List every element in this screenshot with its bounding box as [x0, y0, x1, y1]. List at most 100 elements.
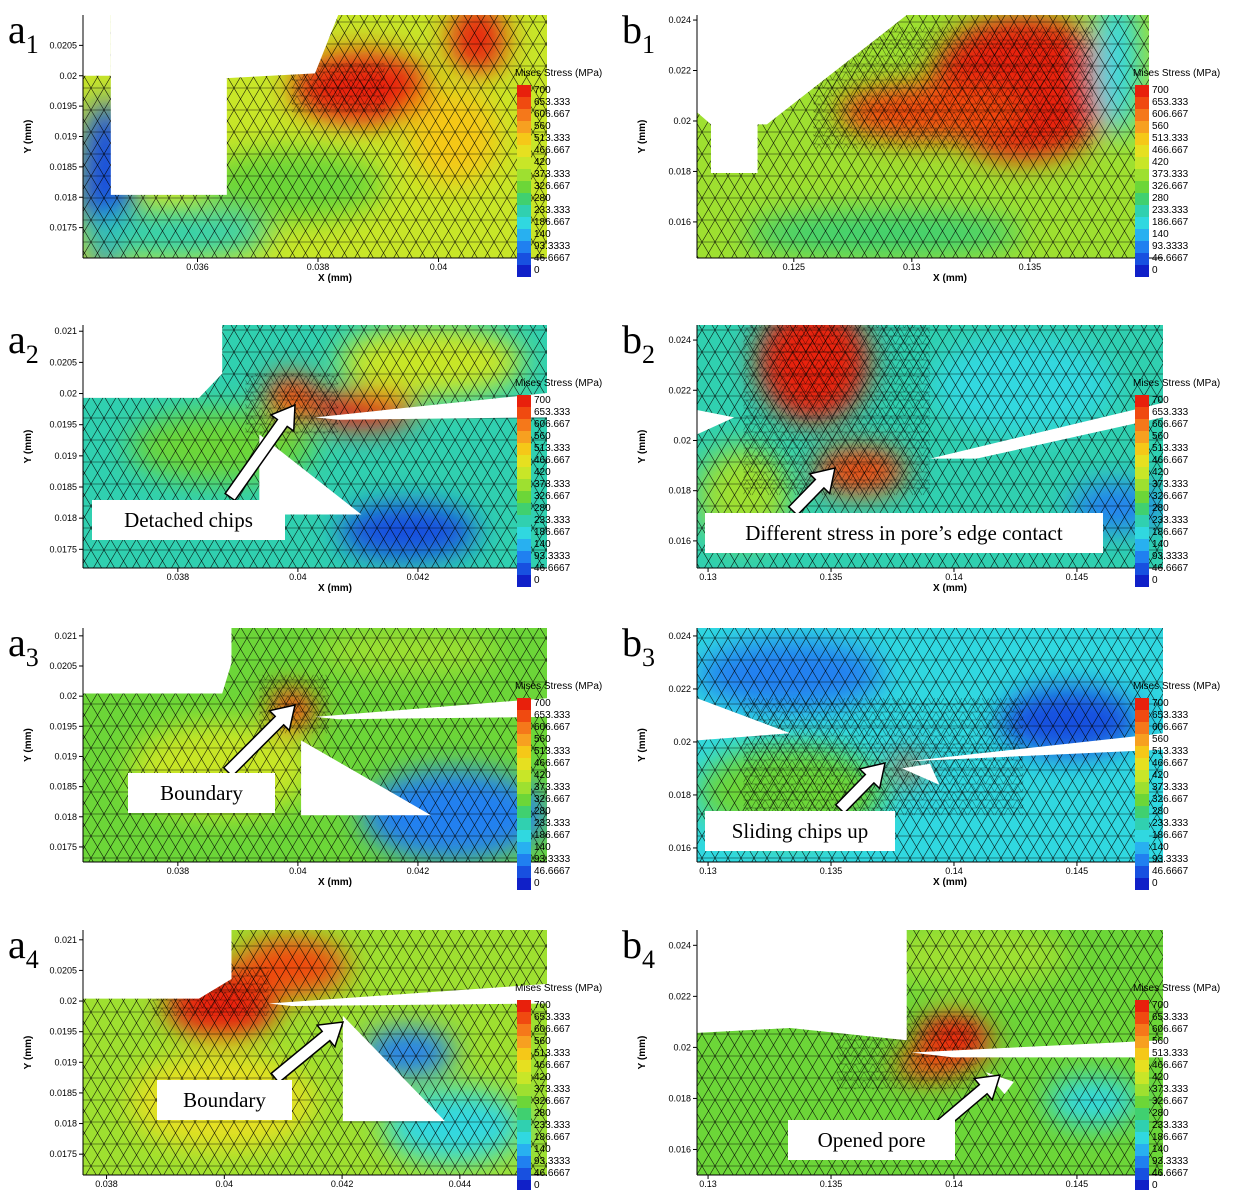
- colorbar-label: 233.333: [1152, 818, 1189, 829]
- x-tick-label: 0.044: [449, 1179, 472, 1189]
- panel-label: a4: [8, 922, 39, 974]
- colorbar-label: 373.333: [1152, 1084, 1189, 1095]
- colorbar-band: [517, 479, 531, 491]
- y-tick-label: 0.024: [668, 631, 691, 641]
- colorbar-band: [1135, 419, 1149, 431]
- void: [83, 15, 111, 76]
- colorbar-band: [517, 770, 531, 782]
- colorbar-band: [517, 145, 531, 157]
- colorbar-title: Mises Stress (MPa): [1133, 378, 1220, 389]
- colorbar-band: [1135, 407, 1149, 419]
- void: [697, 930, 907, 1040]
- colorbar-band: [1135, 734, 1149, 746]
- panel-letter: b: [622, 620, 642, 665]
- colorbar-band: [1135, 1108, 1149, 1120]
- colorbar-label: 373.333: [534, 479, 571, 490]
- colorbar-label: 513.333: [1152, 443, 1189, 454]
- colorbar-label: 560: [534, 734, 551, 745]
- colorbar-label: 93.3333: [1152, 551, 1189, 562]
- colorbar-label: 280: [1152, 503, 1169, 514]
- colorbar-band: [1135, 878, 1149, 890]
- colorbar-label: 513.333: [534, 443, 571, 454]
- stress-field: [697, 0, 1163, 258]
- y-tick-label: 0.019: [54, 132, 77, 142]
- x-axis-label: X (mm): [933, 877, 967, 888]
- colorbar-label: 140: [534, 539, 551, 550]
- colorbar-label: 560: [1152, 431, 1169, 442]
- colorbar-label: 233.333: [534, 205, 571, 216]
- x-tick-label: 0.13: [903, 262, 921, 272]
- colorbar-label: 700: [534, 1000, 551, 1011]
- colorbar-label: 606.667: [1152, 1024, 1189, 1035]
- colorbar-label: 513.333: [534, 746, 571, 757]
- panel-index: 2: [26, 340, 39, 369]
- y-tick-label: 0.0205: [49, 357, 77, 367]
- colorbar-title: Mises Stress (MPa): [1133, 681, 1220, 692]
- x-tick-label: 0.036: [186, 262, 209, 272]
- y-tick-label: 0.0185: [49, 482, 77, 492]
- y-tick-label: 0.016: [668, 536, 691, 546]
- colorbar-band: [517, 866, 531, 878]
- colorbar-band: [517, 491, 531, 503]
- colorbar-band: [1135, 710, 1149, 722]
- colorbar-band: [1135, 1180, 1149, 1190]
- colorbar-label: 186.667: [534, 1132, 571, 1143]
- panel-index: 3: [642, 643, 655, 672]
- colorbar-label: 93.3333: [534, 241, 571, 252]
- colorbar-band: [1135, 539, 1149, 551]
- colorbar-label: 466.667: [534, 758, 571, 769]
- colorbar-band: [517, 1036, 531, 1048]
- colorbar-band: [1135, 806, 1149, 818]
- y-tick-label: 0.018: [54, 513, 77, 523]
- x-axis-label: X (mm): [318, 583, 352, 594]
- y-axis-label: Y (mm): [23, 728, 34, 762]
- x-axis-label: X (mm): [318, 273, 352, 284]
- y-tick-label: 0.018: [668, 166, 691, 176]
- colorbar-band: [1135, 818, 1149, 830]
- colorbar-label: 280: [1152, 1108, 1169, 1119]
- colorbar-label: 373.333: [1152, 479, 1189, 490]
- colorbar-label: 373.333: [1152, 169, 1189, 180]
- colorbar-band: [517, 1120, 531, 1132]
- panel-label: a1: [8, 7, 39, 59]
- colorbar-label: 233.333: [1152, 205, 1189, 216]
- colorbar-label: 513.333: [534, 133, 571, 144]
- colorbar-label: 0: [1152, 575, 1158, 586]
- colorbar-band: [517, 746, 531, 758]
- colorbar-band: [1135, 479, 1149, 491]
- colorbar-band: [517, 467, 531, 479]
- colorbar-band: [517, 181, 531, 193]
- y-tick-label: 0.0175: [49, 1149, 77, 1159]
- x-tick-label: 0.135: [820, 866, 843, 876]
- annotation-text: Boundary: [160, 781, 243, 805]
- x-tick-label: 0.13: [699, 572, 717, 582]
- colorbar-label: 46.6667: [1152, 563, 1189, 574]
- colorbar-label: 0: [534, 575, 540, 586]
- colorbar-band: [517, 806, 531, 818]
- y-tick-label: 0.021: [54, 326, 77, 336]
- colorbar-label: 606.667: [1152, 109, 1189, 120]
- colorbar-label: 466.667: [534, 145, 571, 156]
- colorbar-label: 513.333: [1152, 1048, 1189, 1059]
- colorbar-band: [1135, 1000, 1149, 1012]
- colorbar-band: [1135, 854, 1149, 866]
- colorbar-band: [1135, 1096, 1149, 1108]
- colorbar-label: 280: [534, 806, 551, 817]
- void: [83, 325, 222, 398]
- colorbar-label: 93.3333: [1152, 241, 1189, 252]
- x-tick-label: 0.145: [1066, 572, 1089, 582]
- colorbar-label: 93.3333: [1152, 1156, 1189, 1167]
- colorbar-label: 560: [534, 431, 551, 442]
- colorbar-title: Mises Stress (MPa): [1133, 68, 1220, 79]
- colorbar-band: [517, 157, 531, 169]
- y-tick-label: 0.02: [59, 691, 77, 701]
- x-tick-label: 0.135: [820, 572, 843, 582]
- colorbar-band: [517, 97, 531, 109]
- x-tick-label: 0.042: [407, 572, 430, 582]
- panel-letter: a: [8, 317, 26, 362]
- colorbar-label: 513.333: [1152, 133, 1189, 144]
- colorbar-label: 280: [534, 1108, 551, 1119]
- colorbar-band: [517, 85, 531, 97]
- panel-letter: b: [622, 7, 642, 52]
- colorbar-band: [517, 1000, 531, 1012]
